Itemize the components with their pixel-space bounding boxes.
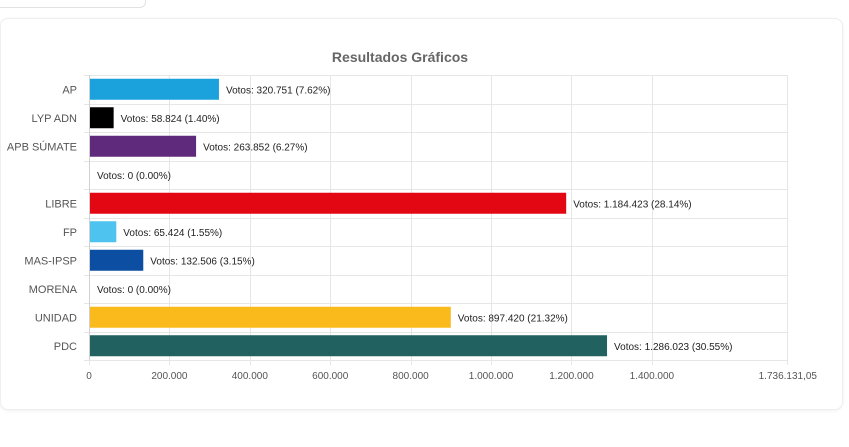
- data-labels: Votos: 320.751 (7.62%) Votos: 58.824 (1.4…: [97, 85, 732, 353]
- data-label: Votos: 320.751 (7.62%): [226, 85, 331, 96]
- x-tick-label: 800.000: [393, 371, 430, 382]
- data-label: Votos: 0 (0.00%): [97, 285, 171, 296]
- x-tick-label: 1.200.000: [549, 371, 594, 382]
- bar: [90, 221, 117, 243]
- x-tick-label: 200.000: [151, 371, 188, 382]
- category-label: FP: [63, 227, 77, 239]
- category-label: UNIDAD: [35, 312, 77, 324]
- data-label: Votos: 263.852 (6.27%): [203, 142, 308, 153]
- top-control-stub: [0, 0, 146, 8]
- data-label: Votos: 0 (0.00%): [97, 171, 171, 182]
- bar: [90, 135, 197, 157]
- chart-grid: [84, 75, 788, 365]
- bar: [90, 306, 451, 328]
- category-label: LIBRE: [45, 198, 77, 210]
- category-label: AP: [62, 84, 77, 96]
- data-label: Votos: 1.286.023 (30.55%): [614, 342, 732, 353]
- data-label: Votos: 1.184.423 (28.14%): [573, 199, 691, 210]
- category-label: APB SÚMATE: [7, 140, 77, 153]
- x-tick-label: 1.000.000: [469, 371, 514, 382]
- x-tick-label: 400.000: [232, 371, 269, 382]
- x-tick-label: 1.400.000: [630, 371, 675, 382]
- category-label: LYP ADN: [32, 113, 78, 125]
- bar: [90, 107, 114, 129]
- data-label: Votos: 132.506 (3.15%): [150, 256, 255, 267]
- chart-title: Resultados Gráficos: [332, 49, 468, 65]
- category-label: MAS-IPSP: [24, 255, 77, 267]
- category-label: PDC: [54, 341, 77, 353]
- category-label: MORENA: [29, 284, 78, 296]
- data-label: Votos: 65.424 (1.55%): [123, 228, 222, 239]
- x-tick-label: 600.000: [312, 371, 349, 382]
- x-axis-ticks: 0 200.000 400.000 600.000 800.000 1.000.000 1.…: [86, 371, 817, 382]
- x-tick-label: 0: [86, 371, 92, 382]
- category-labels: AP LYP ADN APB SÚMATE LIBRE FP MAS-IPSP MORENA…: [7, 84, 78, 353]
- data-label: Votos: 897.420 (21.32%): [458, 313, 568, 324]
- bar: [90, 78, 219, 100]
- bar: [90, 335, 608, 357]
- bar: [90, 249, 144, 271]
- x-tick-label: 1.736.131,05: [759, 371, 818, 382]
- data-label: Votos: 58.824 (1.40%): [121, 114, 220, 125]
- bar: [90, 192, 567, 214]
- chart-bars: [90, 78, 608, 357]
